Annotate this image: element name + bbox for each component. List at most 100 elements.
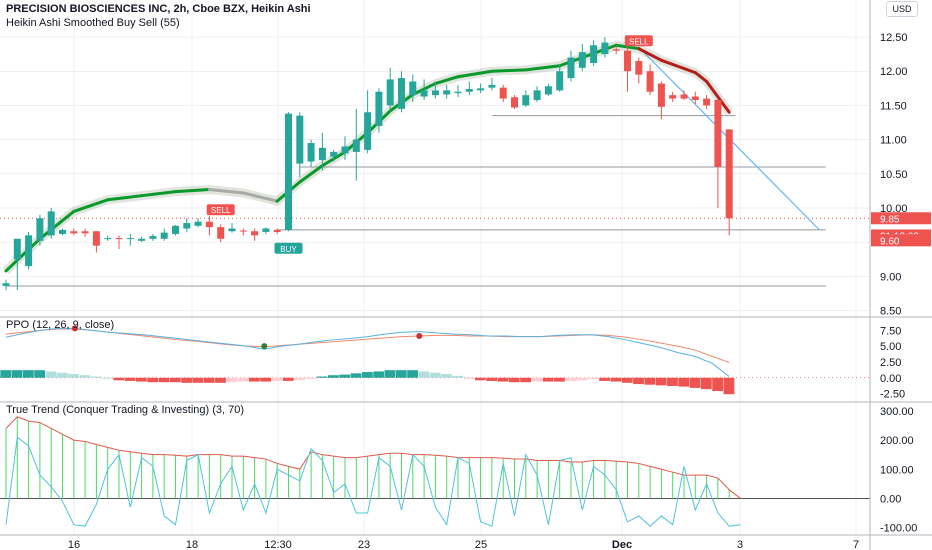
candle (669, 91, 677, 103)
candle-body (578, 52, 586, 68)
candle-body (2, 283, 10, 286)
candle-body (556, 71, 564, 91)
signal-label: BUY (280, 245, 297, 254)
ppo-tick-label: 0.00 (880, 373, 901, 385)
ppo-histogram-bar (282, 377, 294, 381)
candle-body (522, 95, 530, 106)
ppo-histogram-bar (474, 377, 486, 381)
candle-body (657, 83, 665, 107)
ppo-histogram-bar (260, 377, 272, 382)
ppo-histogram-bar (294, 377, 305, 381)
candle-body (251, 231, 259, 236)
candle (228, 223, 236, 233)
price-label-text: 9.85 (880, 214, 900, 225)
smoothed-line-segment (637, 47, 663, 62)
price-tick-label: 10.00 (880, 203, 908, 215)
candle (262, 227, 270, 234)
smoothed-line-segment (614, 43, 641, 51)
ppo-pane[interactable] (0, 325, 870, 395)
time-tick-label: 25 (475, 539, 487, 550)
true-trend-pane[interactable] (0, 416, 870, 527)
ppo-histogram-bar (508, 377, 520, 383)
time-tick-label: 16 (68, 539, 80, 550)
candle (239, 228, 247, 236)
candle-body (285, 113, 292, 230)
candle-body (194, 221, 202, 226)
ppo-histogram-bar (418, 371, 430, 378)
candle-body (262, 228, 270, 232)
price-label-box (871, 234, 931, 247)
tt-tick-label: 100.00 (880, 464, 914, 476)
candle (341, 136, 349, 161)
candle (115, 235, 123, 250)
ppo-histogram-bar (723, 377, 735, 395)
ppo-histogram-bar (565, 377, 577, 381)
candle-body (172, 225, 179, 234)
smoothed-line-segment (38, 209, 76, 241)
sell-signal: SELL (206, 204, 235, 216)
candle-body (217, 227, 225, 239)
candle-body (330, 151, 338, 157)
ppo-histogram-bar (644, 377, 656, 385)
ppo-histogram-bar (271, 377, 283, 381)
candle (533, 86, 541, 103)
ppo-histogram-bar (486, 377, 498, 381)
candle (251, 228, 259, 241)
candle (318, 132, 326, 171)
ppo-histogram-bar (576, 377, 588, 381)
price-label-box (871, 212, 931, 225)
ppo-histogram-bar (181, 377, 192, 383)
candle-body (499, 87, 507, 99)
price-tick-label: 9.00 (880, 271, 901, 283)
candle-body (160, 232, 168, 239)
indicator-title: Heikin Ashi Smoothed Buy Sell (55) (6, 17, 180, 30)
candle (13, 238, 21, 291)
currency-button[interactable]: USD (886, 1, 918, 17)
candle (431, 81, 439, 99)
ppo-histogram-bar (587, 377, 599, 380)
candle (691, 91, 699, 105)
ppo-histogram-bar (226, 377, 238, 383)
ppo-histogram-bar (237, 377, 249, 382)
candle-body (307, 143, 315, 162)
price-tick-label: 11.50 (880, 100, 907, 112)
candle-body (59, 229, 66, 234)
ppo-tick-label: 5.00 (880, 341, 901, 353)
candle (544, 83, 552, 96)
candle (624, 47, 631, 92)
price-pane[interactable]: SELL BUY SELL (0, 35, 870, 291)
candle-body (183, 223, 191, 229)
ppo-histogram-bar (429, 372, 441, 378)
symbol-title: PRECISION BIOSCIENCES INC, 2h, Cboe BZX,… (6, 3, 311, 15)
smoothed-line-segment (140, 190, 177, 198)
candle (126, 233, 134, 246)
candle (612, 45, 620, 55)
candle-body (511, 97, 518, 108)
candle (364, 90, 372, 154)
ppo-histogram-bar (633, 377, 644, 385)
candle-body (409, 81, 417, 96)
ppo-histogram-bar (554, 377, 565, 382)
smoothed-line-segment (558, 51, 596, 68)
ppo-histogram-bar (373, 371, 385, 378)
candle (160, 228, 168, 241)
candle-body (386, 79, 394, 106)
candle-body (36, 218, 44, 241)
signal-box (624, 35, 653, 47)
price-tick-label: 12.00 (880, 66, 908, 78)
candle-body (70, 231, 78, 234)
ppo-histogram-bar (350, 373, 362, 378)
ppo-histogram-bar (248, 377, 260, 382)
time-tick-label: 23 (358, 539, 370, 550)
ppo-histogram-bar (463, 377, 475, 380)
ppo-histogram-bar (316, 376, 328, 378)
smoothed-line-segment (705, 79, 731, 114)
candle (578, 43, 586, 72)
candle (511, 95, 518, 109)
smoothed-line-segment (72, 198, 110, 213)
ppo-histogram-bar (407, 370, 418, 378)
candle (273, 228, 281, 234)
candle (194, 218, 202, 228)
